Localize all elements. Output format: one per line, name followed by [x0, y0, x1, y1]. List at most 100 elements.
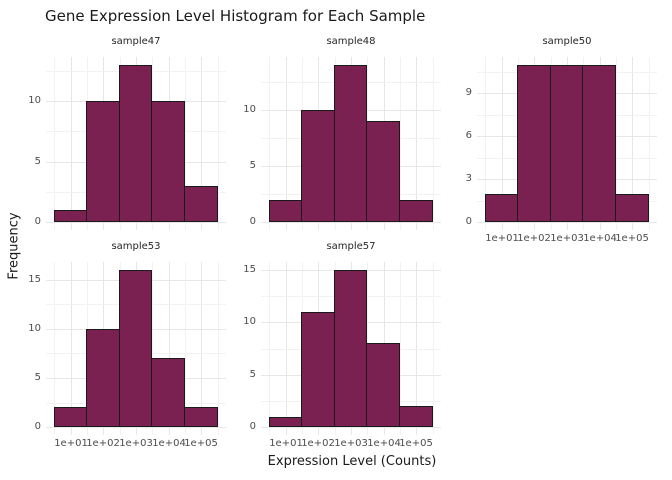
histogram-bar [615, 194, 649, 222]
x-axis-title: Expression Level (Counts) [267, 454, 437, 469]
gridline-x-minor [433, 262, 434, 435]
gridline-x-minor [616, 57, 617, 230]
y-tick-label: 3 [465, 173, 472, 184]
x-tick-label: 1e+04 [152, 438, 186, 449]
facet-sample50: sample50 0 3 6 9 1e+01 1e+02 1e+03 1e+04 1e+05 [466, 36, 657, 244]
x-tick-label: 1e+01 [54, 438, 88, 449]
y-tick-label: 0 [249, 216, 256, 227]
figure-title: Gene Expression Level Histogram for Each… [45, 7, 426, 25]
gridline-x-minor [269, 57, 270, 230]
x-tick-label: 1e+04 [367, 438, 401, 449]
histogram-bar [366, 343, 400, 427]
gridline-x-major [201, 262, 202, 435]
histogram-bar [119, 270, 152, 427]
facet-strip-label: sample50 [542, 36, 592, 47]
x-tick-label: 1e+01 [269, 438, 303, 449]
x-tick-label: 1e+02 [517, 233, 551, 244]
facet-strip-label: sample57 [326, 241, 376, 252]
y-tick-label: 0 [34, 216, 41, 227]
y-tick-label: 5 [34, 372, 41, 383]
gridline-x-minor [54, 262, 55, 435]
x-tick-label: 1e+05 [399, 438, 433, 449]
gridline-x-major [201, 57, 202, 230]
facet-panel [46, 262, 226, 435]
gridline-x-minor [185, 262, 186, 435]
histogram-bar [86, 101, 120, 222]
x-tick-label: 1e+01 [485, 233, 519, 244]
histogram-bar [301, 312, 335, 427]
gridline-x-major [71, 57, 72, 230]
histogram-bar [54, 407, 87, 427]
x-tick-label: 1e+04 [583, 233, 617, 244]
histogram-bar [151, 101, 185, 222]
histogram-bar [399, 406, 433, 427]
histogram-bar [334, 65, 367, 222]
gridline-x-major [632, 57, 633, 230]
gridline-x-minor [269, 262, 270, 435]
gridline-x-major [286, 57, 287, 230]
y-tick-label: 10 [243, 104, 256, 115]
gridline-x-minor [54, 57, 55, 230]
x-tick-label: 1e+05 [615, 233, 649, 244]
y-tick-label: 5 [34, 156, 41, 167]
y-tick-label: 9 [465, 87, 472, 98]
gridline-x-minor [433, 57, 434, 230]
x-tick-label: 1e+03 [334, 438, 368, 449]
y-tick-label: 10 [28, 95, 41, 106]
histogram-bar [54, 210, 87, 222]
histogram-bar [269, 200, 302, 222]
facet-strip-label: sample48 [326, 36, 376, 47]
histogram-bar [550, 65, 583, 222]
y-tick-label: 10 [28, 323, 41, 334]
gridline-x-minor [218, 57, 219, 230]
y-tick-label: 0 [249, 421, 256, 432]
gridline-x-minor [185, 57, 186, 230]
y-tick-label: 5 [249, 369, 256, 380]
histogram-bar [184, 186, 218, 222]
gridline-x-major [169, 262, 170, 435]
facet-panel [261, 262, 441, 435]
x-tick-label: 1e+02 [86, 438, 120, 449]
histogram-bar [269, 417, 302, 427]
gridline-y-major [261, 222, 441, 223]
histogram-bar [119, 65, 152, 222]
histogram-bar [301, 110, 335, 222]
facet-panel [477, 57, 657, 230]
facet-sample47: sample47 0 5 10 [28, 36, 226, 230]
gridline-x-minor [400, 57, 401, 230]
y-tick-label: 0 [34, 421, 41, 432]
y-tick-label: 5 [249, 160, 256, 171]
facet-sample48: sample48 0 5 10 [243, 36, 441, 230]
gridline-y-major [477, 222, 657, 223]
gridline-y-major [46, 222, 226, 223]
x-tick-label: 1e+03 [119, 438, 153, 449]
y-tick-label: 10 [243, 316, 256, 327]
histogram-bar [151, 358, 185, 427]
gridline-x-major [286, 262, 287, 435]
x-tick-label: 1e+02 [301, 438, 335, 449]
gridline-x-minor [218, 262, 219, 435]
histogram-bar [582, 65, 616, 222]
facet-sample53: sample53 0 5 10 15 1e+01 1e+02 1e+03 1e+04 1e+05 [28, 241, 226, 449]
gridline-y-major [46, 427, 226, 428]
y-tick-label: 6 [465, 130, 472, 141]
facet-panel [46, 57, 226, 230]
facet-sample57: sample57 0 5 10 15 1e+01 1e+02 1e+03 1e+04 1e+05 [243, 241, 441, 449]
y-tick-label: 0 [465, 216, 472, 227]
gridline-x-major [416, 262, 417, 435]
y-tick-label: 15 [28, 274, 41, 285]
gridline-x-minor [152, 262, 153, 435]
gridline-x-major [71, 262, 72, 435]
histogram-bar [366, 121, 400, 222]
histogram-bar [485, 194, 518, 222]
facet-panel [261, 57, 441, 230]
facet-strip-label: sample47 [111, 36, 161, 47]
facet-strip-label: sample53 [111, 241, 161, 252]
histogram-bar [334, 270, 367, 427]
gridline-x-minor [485, 57, 486, 230]
x-tick-label: 1e+05 [184, 438, 218, 449]
y-tick-label: 15 [243, 264, 256, 275]
histogram-bar [86, 329, 120, 427]
gridline-y-major [261, 427, 441, 428]
